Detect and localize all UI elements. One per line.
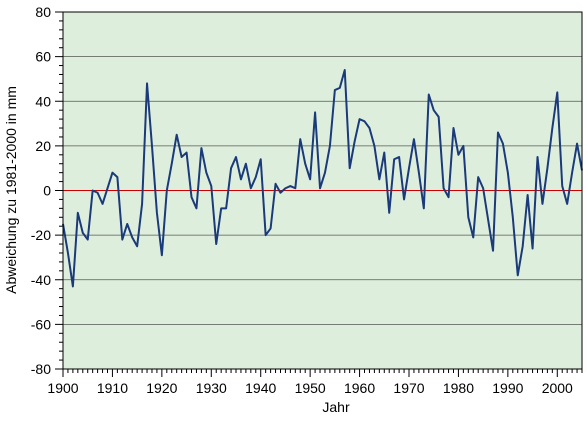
y-tick-label: 0 bbox=[43, 183, 51, 199]
y-tick-label: 80 bbox=[35, 4, 51, 20]
x-tick-label: 1900 bbox=[47, 380, 78, 396]
y-tick-label: -60 bbox=[31, 316, 51, 332]
x-tick-label: 1930 bbox=[196, 380, 227, 396]
x-tick-label: 1910 bbox=[97, 380, 128, 396]
x-tick-label: 2000 bbox=[542, 380, 573, 396]
x-tick-label: 1980 bbox=[443, 380, 474, 396]
y-axis-label: Abweichung zu 1981-2000 in mm bbox=[3, 86, 19, 294]
y-tick-label: 60 bbox=[35, 49, 51, 65]
x-tick-label: 1920 bbox=[146, 380, 177, 396]
y-tick-label: 40 bbox=[35, 93, 51, 109]
x-axis-label: Jahr bbox=[322, 399, 350, 415]
plot-frame bbox=[62, 11, 583, 370]
y-tick-label: -20 bbox=[31, 227, 51, 243]
x-tick-label: 1970 bbox=[393, 380, 424, 396]
x-tick-label: 1940 bbox=[245, 380, 276, 396]
y-tick-label: 20 bbox=[35, 138, 51, 154]
y-tick-label: -40 bbox=[31, 272, 51, 288]
data-line bbox=[62, 69, 583, 288]
x-tick-label: 1950 bbox=[295, 380, 326, 396]
x-tick-label: 1960 bbox=[344, 380, 375, 396]
y-tick-label: -80 bbox=[31, 361, 51, 377]
x-tick-label: 1990 bbox=[492, 380, 523, 396]
